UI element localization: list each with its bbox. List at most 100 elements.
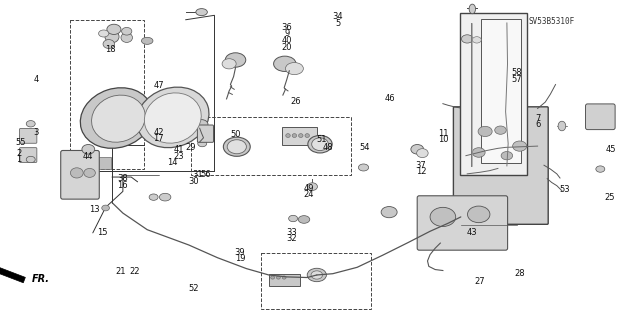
Ellipse shape	[417, 149, 428, 158]
Text: 52: 52	[188, 284, 198, 293]
Text: 39: 39	[235, 248, 245, 256]
Ellipse shape	[292, 134, 297, 137]
Ellipse shape	[159, 193, 171, 201]
Ellipse shape	[289, 215, 298, 222]
Ellipse shape	[225, 53, 246, 67]
Ellipse shape	[122, 27, 132, 35]
Ellipse shape	[587, 106, 606, 121]
Text: 15: 15	[97, 228, 108, 237]
Ellipse shape	[501, 152, 513, 160]
Ellipse shape	[307, 268, 326, 282]
Ellipse shape	[298, 134, 303, 137]
Ellipse shape	[149, 194, 158, 200]
Text: 2: 2	[17, 149, 22, 158]
Ellipse shape	[121, 33, 132, 42]
Text: 50: 50	[230, 130, 241, 139]
Text: 10: 10	[438, 135, 448, 144]
Text: 29: 29	[186, 143, 196, 152]
Ellipse shape	[513, 141, 527, 151]
Text: 26: 26	[291, 97, 301, 106]
Ellipse shape	[558, 121, 566, 131]
Text: 32: 32	[286, 234, 296, 243]
Text: 37: 37	[416, 161, 426, 170]
Text: 30: 30	[188, 177, 198, 186]
Ellipse shape	[198, 140, 207, 147]
FancyBboxPatch shape	[586, 104, 615, 130]
Bar	[466, 115, 480, 153]
Text: 12: 12	[416, 167, 426, 176]
Text: 47: 47	[154, 81, 164, 90]
Text: 6: 6	[535, 120, 540, 129]
Ellipse shape	[20, 131, 34, 142]
Text: 9: 9	[284, 29, 289, 38]
Text: 3: 3	[34, 128, 39, 137]
Ellipse shape	[311, 271, 323, 279]
Text: 24: 24	[303, 190, 314, 199]
Bar	[460, 13, 527, 175]
Text: 49: 49	[303, 184, 314, 193]
Ellipse shape	[80, 88, 153, 148]
FancyBboxPatch shape	[417, 196, 508, 250]
Ellipse shape	[276, 276, 280, 279]
Text: 18: 18	[105, 45, 115, 54]
FancyBboxPatch shape	[19, 148, 37, 162]
Bar	[269, 274, 300, 286]
Bar	[67, 157, 111, 169]
Text: 23: 23	[174, 152, 184, 161]
Ellipse shape	[308, 136, 332, 153]
Text: 21: 21	[115, 267, 125, 276]
Ellipse shape	[145, 93, 201, 143]
Text: 13: 13	[90, 205, 100, 214]
Text: 19: 19	[235, 254, 245, 263]
Text: FR.: FR.	[32, 274, 50, 284]
FancyBboxPatch shape	[197, 125, 214, 142]
Text: SV53B5310F: SV53B5310F	[529, 17, 575, 26]
Ellipse shape	[468, 206, 490, 223]
Text: 27: 27	[475, 277, 485, 286]
Ellipse shape	[227, 140, 246, 154]
Text: 42: 42	[154, 128, 164, 137]
Text: 58: 58	[512, 68, 522, 77]
Ellipse shape	[99, 30, 109, 37]
Text: 38: 38	[118, 174, 128, 183]
Text: 5: 5	[335, 19, 340, 28]
Ellipse shape	[92, 95, 145, 142]
Text: 41: 41	[174, 145, 184, 154]
Ellipse shape	[82, 145, 95, 154]
FancyBboxPatch shape	[19, 129, 37, 143]
Text: 44: 44	[83, 152, 93, 161]
Text: 4: 4	[34, 75, 39, 84]
Ellipse shape	[84, 168, 95, 177]
Text: 34: 34	[333, 12, 343, 21]
Bar	[191, 117, 351, 175]
Ellipse shape	[182, 113, 196, 123]
Ellipse shape	[105, 31, 119, 43]
Text: 55: 55	[15, 138, 26, 147]
Text: 57: 57	[512, 75, 522, 84]
Ellipse shape	[141, 37, 153, 44]
Ellipse shape	[411, 145, 424, 154]
Ellipse shape	[103, 40, 115, 48]
Text: 7: 7	[535, 114, 540, 122]
Text: 43: 43	[467, 228, 477, 237]
Ellipse shape	[312, 138, 328, 151]
Ellipse shape	[186, 122, 198, 130]
Ellipse shape	[196, 9, 207, 16]
Text: 1: 1	[17, 155, 22, 164]
Ellipse shape	[478, 126, 492, 137]
Ellipse shape	[20, 150, 34, 161]
Ellipse shape	[100, 102, 109, 109]
Text: 56: 56	[201, 170, 211, 179]
Text: 17: 17	[154, 134, 164, 143]
Ellipse shape	[472, 37, 481, 43]
Ellipse shape	[285, 63, 303, 75]
Ellipse shape	[223, 137, 250, 156]
Bar	[70, 20, 144, 169]
Ellipse shape	[282, 276, 286, 279]
Text: 53: 53	[559, 185, 570, 194]
Ellipse shape	[305, 134, 310, 137]
FancyBboxPatch shape	[61, 151, 99, 199]
Ellipse shape	[596, 166, 605, 172]
Bar	[261, 253, 371, 309]
Ellipse shape	[102, 205, 109, 211]
